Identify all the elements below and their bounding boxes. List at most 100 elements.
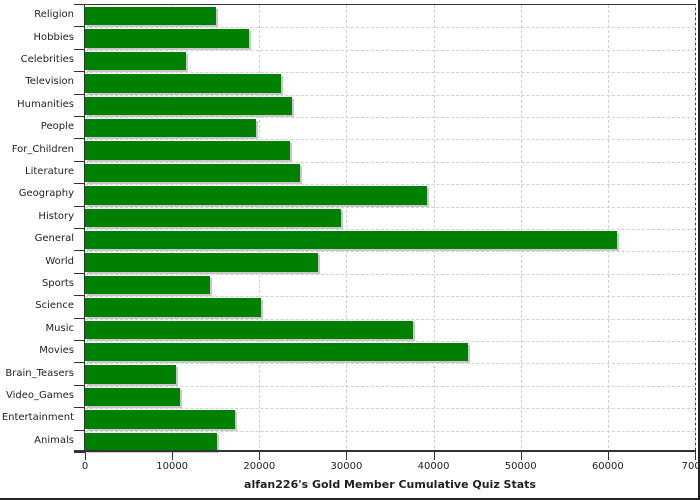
y-tick xyxy=(74,205,85,207)
x-tick-label: 50000 xyxy=(504,461,537,472)
y-category-label: Video_Games xyxy=(6,390,74,401)
y-category-label: Sports xyxy=(41,278,74,289)
x-tick-label: 20000 xyxy=(243,461,276,472)
bar-celebrities xyxy=(85,51,187,71)
bar-people xyxy=(85,119,256,138)
y-category-label: Animals xyxy=(34,434,74,446)
y-tick xyxy=(74,317,85,319)
horizontal-gridline xyxy=(85,296,695,298)
y-tick xyxy=(74,93,85,95)
horizontal-gridline xyxy=(85,318,695,320)
y-tick xyxy=(74,116,85,117)
chart-title: alfan226's Gold Member Cumulative Quiz S… xyxy=(244,478,536,491)
bar-music xyxy=(85,320,413,339)
y-category-label: Hobbies xyxy=(33,31,74,43)
y-tick xyxy=(74,340,85,341)
bar-humanities xyxy=(85,96,292,115)
horizontal-gridline xyxy=(85,161,695,163)
horizontal-gridline xyxy=(85,94,695,96)
bar-hobbies xyxy=(85,29,249,48)
bar-for-children xyxy=(85,141,290,160)
horizontal-gridline xyxy=(85,251,695,253)
bar-world xyxy=(85,253,318,272)
vertical-gridline xyxy=(695,5,696,453)
horizontal-gridline xyxy=(85,430,695,432)
x-tick xyxy=(520,450,522,460)
x-tick-label: 60000 xyxy=(591,461,624,472)
y-category-label: Movies xyxy=(39,345,74,357)
horizontal-gridline xyxy=(85,139,695,141)
x-tick-label: 30000 xyxy=(330,461,363,472)
bar-religion xyxy=(85,7,216,26)
bar-literature xyxy=(85,163,301,183)
horizontal-gridline xyxy=(85,408,695,410)
horizontal-gridline xyxy=(85,229,695,230)
x-tick xyxy=(172,450,174,460)
bar-animals xyxy=(85,432,218,451)
y-category-label: Television xyxy=(25,76,74,88)
bar-video-games xyxy=(85,387,180,407)
y-category-label: People xyxy=(40,121,74,133)
x-tick xyxy=(259,450,261,460)
x-tick xyxy=(433,450,435,460)
horizontal-gridline xyxy=(85,341,695,342)
y-tick xyxy=(74,272,85,274)
horizontal-gridline xyxy=(85,49,695,51)
y-category-label: World xyxy=(45,255,74,267)
x-tick-label: 700 xyxy=(681,461,700,472)
y-tick xyxy=(74,250,85,252)
x-tick-label: 40000 xyxy=(417,461,450,472)
horizontal-gridline xyxy=(85,27,695,29)
horizontal-gridline xyxy=(85,363,695,365)
bar-movies xyxy=(85,343,468,362)
bar-sports xyxy=(85,275,211,295)
y-category-label: Music xyxy=(45,322,74,334)
y-tick xyxy=(74,183,85,185)
y-tick xyxy=(74,228,85,229)
x-tick xyxy=(695,450,696,460)
bar-brain-teasers xyxy=(85,365,176,384)
bar-television xyxy=(85,74,282,93)
x-tick xyxy=(85,450,86,460)
horizontal-gridline xyxy=(85,206,695,208)
y-category-label: Religion xyxy=(34,9,74,21)
y-tick xyxy=(74,26,85,28)
y-tick xyxy=(74,160,85,162)
horizontal-gridline xyxy=(85,117,695,118)
y-tick xyxy=(74,407,85,409)
plot-area xyxy=(85,4,696,453)
y-tick xyxy=(74,452,85,453)
bar-geography xyxy=(85,186,428,205)
y-category-label: Entertainment xyxy=(1,412,74,424)
x-tick xyxy=(607,450,609,460)
y-category-label: Literature xyxy=(25,166,74,177)
x-tick-label: 10000 xyxy=(156,461,189,472)
x-tick xyxy=(346,450,348,460)
y-category-label: Brain_Teasers xyxy=(5,367,74,379)
bar-entertainment xyxy=(85,410,235,429)
y-tick xyxy=(74,384,85,386)
x-tick-label: 0 xyxy=(81,461,89,472)
y-category-label: Science xyxy=(35,300,74,312)
horizontal-gridline xyxy=(85,184,695,186)
y-tick xyxy=(74,71,85,73)
y-tick xyxy=(74,4,85,5)
bar-general xyxy=(85,231,617,250)
horizontal-gridline xyxy=(85,273,695,275)
y-tick xyxy=(74,138,85,140)
y-tick xyxy=(74,295,85,297)
y-tick xyxy=(74,429,85,431)
bar-science xyxy=(85,298,262,317)
y-category-label: Geography xyxy=(18,188,74,200)
y-tick xyxy=(74,48,85,50)
y-category-label: Celebrities xyxy=(20,54,74,65)
y-category-label: For_Children xyxy=(11,143,74,155)
horizontal-gridline xyxy=(85,72,695,74)
y-category-label: History xyxy=(38,210,74,222)
x-axis xyxy=(74,450,696,452)
horizontal-gridline xyxy=(85,385,695,387)
bar-history xyxy=(85,208,342,227)
y-category-label: Humanities xyxy=(17,98,74,110)
y-tick xyxy=(74,362,85,364)
